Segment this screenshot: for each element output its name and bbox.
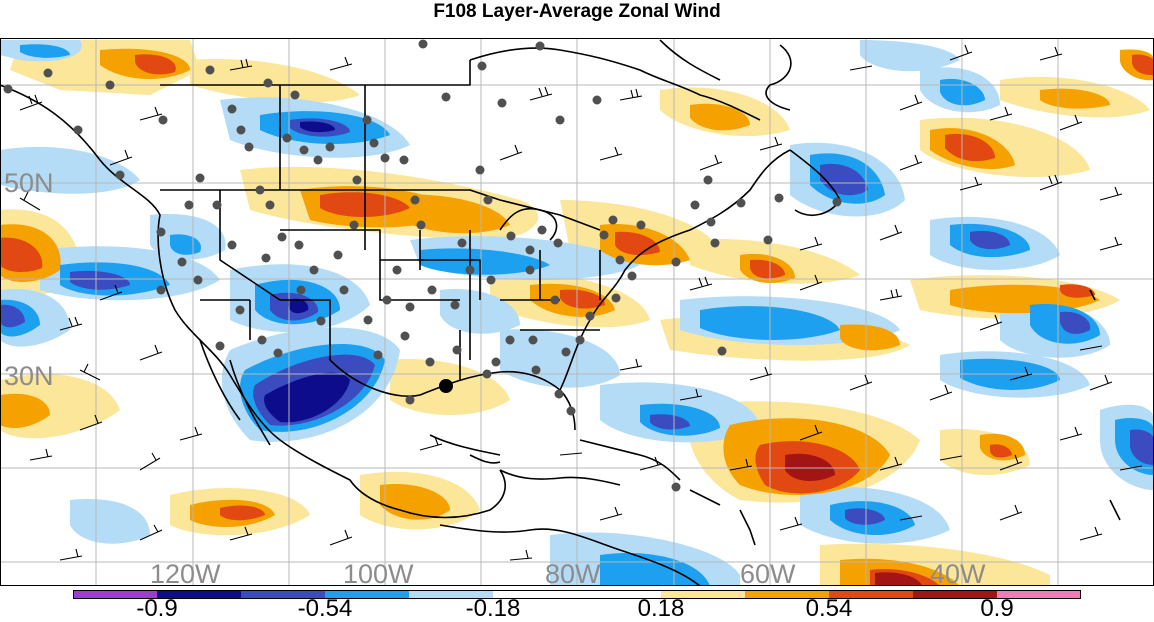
- colorbar-tick-label: 0.54: [805, 595, 853, 622]
- colorbar-segment: [73, 590, 158, 599]
- map-title: F108 Layer-Average Zonal Wind: [433, 1, 721, 22]
- lat-lon-grid: [0, 38, 1154, 586]
- target-location-icon: [439, 379, 453, 393]
- colorbar-segment: [157, 590, 242, 599]
- lon-label-120w: 120W: [150, 559, 221, 586]
- coastlines-borders: [0, 39, 1121, 586]
- colorbar-tick-label: 0.9: [980, 595, 1014, 622]
- colorbar-border: [73, 590, 1081, 599]
- colorbar-segment: [409, 590, 494, 599]
- colorbar: [73, 590, 1081, 599]
- colorbar-tick-label: 0.18: [637, 595, 685, 622]
- wind-barbs: [19, 44, 1143, 561]
- colorbar-tick-label: -0.54: [297, 595, 353, 622]
- colorbar-segment: [913, 590, 998, 599]
- colorbar-tick-label: -0.9: [136, 595, 178, 622]
- lon-label-60w: 60W: [740, 559, 796, 586]
- zonal-wind-map: 50N 30N 120W 100W 80W 60W 40W: [0, 38, 1154, 586]
- colorbar-segment: [493, 590, 578, 599]
- lat-label-50n: 50N: [4, 168, 54, 198]
- lon-label-80w: 80W: [545, 559, 601, 586]
- lat-label-30n: 30N: [4, 361, 54, 391]
- colorbar-tick-label: -0.18: [465, 595, 521, 622]
- colorbar-tick-labels: -0.9 -0.54 -0.18 0.18 0.54 0.9: [0, 596, 1154, 622]
- colorbar-segment: [577, 590, 662, 599]
- station-markers: [3, 39, 842, 492]
- colorbar-segment: [829, 590, 914, 599]
- lon-label-40w: 40W: [930, 559, 986, 586]
- lon-label-100w: 100W: [343, 559, 414, 586]
- contour-fill-strong: [0, 54, 1154, 586]
- colorbar-segment: [661, 590, 746, 599]
- colorbar-segment: [241, 590, 326, 599]
- colorbar-segment: [997, 590, 1081, 599]
- colorbar-segment: [325, 590, 410, 599]
- colorbar-segment: [745, 590, 830, 599]
